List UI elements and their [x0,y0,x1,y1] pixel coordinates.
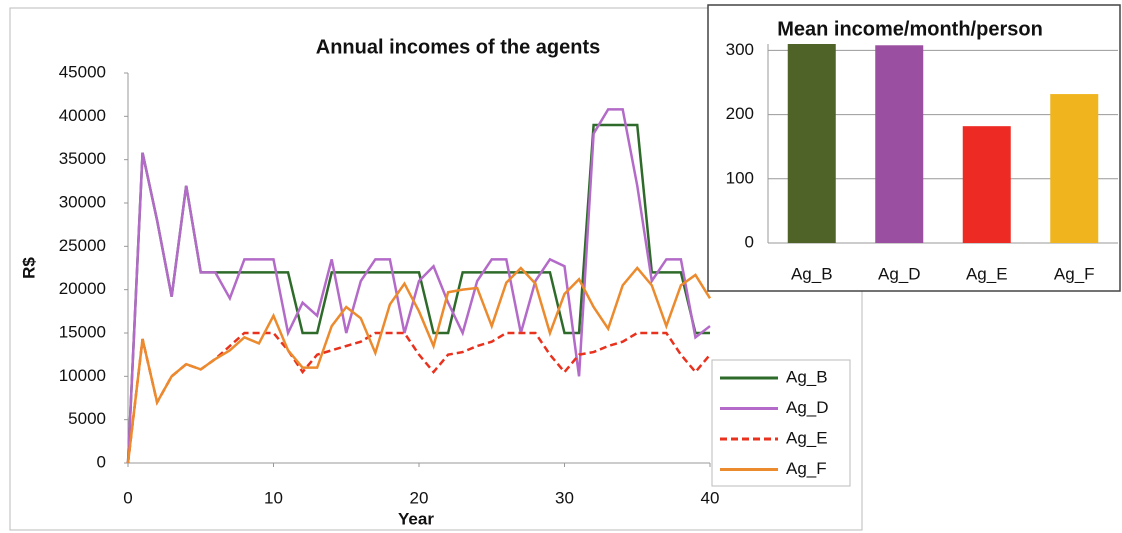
y-tick-label: 25000 [59,236,106,255]
bar [962,126,1011,243]
bar [1050,94,1099,243]
y-tick-label: 0 [745,232,754,251]
y-tick-label: 200 [726,104,754,123]
chart-title: Mean income/month/person [777,18,1043,40]
x-tick-label: Ag_B [791,264,833,283]
series-line [126,123,710,464]
x-tick-label: 10 [264,488,283,507]
x-tick-label: Ag_F [1054,264,1095,283]
y-tick-label: 45000 [59,62,106,81]
x-tick-label: 40 [701,488,720,507]
x-tick-label: 30 [555,488,574,507]
y-tick-label: 100 [726,168,754,187]
x-tick-label: 0 [123,488,132,507]
legend-label: Ag_E [786,428,828,447]
x-tick-label: Ag_E [966,264,1008,283]
legend-label: Ag_B [786,367,828,386]
x-axis-label: Year [398,509,434,528]
legend-label: Ag_F [786,459,827,478]
y-tick-label: 35000 [59,149,106,168]
y-tick-label: 20000 [59,279,106,298]
y-tick-label: 30000 [59,192,106,211]
x-tick-label: Ag_D [878,264,921,283]
y-tick-label: 15000 [59,322,106,341]
x-tick-label: 20 [410,488,429,507]
chart-title: Annual incomes of the agents [316,36,600,58]
bar-chart: 0 100 200 300 Ag_B Ag_D Ag_E Ag_F Mean income/mo… [726,18,1118,283]
y-tick-label: 10000 [59,366,106,385]
legend-label: Ag_D [786,398,829,417]
series-line [126,331,711,464]
bar [875,45,924,243]
line-chart: 0500010000150002000025000300003500040000… [19,36,851,528]
y-tick-label: 40000 [59,106,106,125]
y-tick-label: 0 [97,452,106,471]
legend-box [711,359,851,487]
y-tick-label: 5000 [68,409,106,428]
bar [787,44,836,243]
series-line [126,266,712,464]
y-axis-label: R$ [19,257,38,279]
series-line [126,108,711,464]
y-tick-label: 300 [726,40,754,59]
